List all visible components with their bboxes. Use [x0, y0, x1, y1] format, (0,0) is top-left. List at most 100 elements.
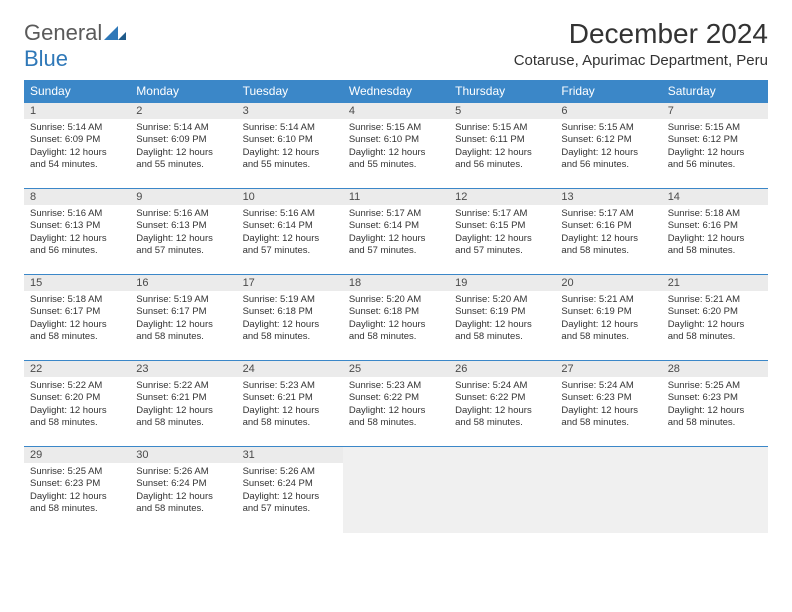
- day-number: 30: [130, 447, 236, 463]
- day-details: Sunrise: 5:17 AMSunset: 6:15 PMDaylight:…: [449, 205, 555, 261]
- sunrise-line: Sunrise: 5:23 AM: [349, 380, 443, 392]
- calendar-empty-cell: [449, 447, 555, 533]
- sunrise-line: Sunrise: 5:18 AM: [30, 294, 124, 306]
- sunset-line: Sunset: 6:12 PM: [561, 134, 655, 146]
- weekday-header: Saturday: [662, 80, 768, 103]
- sunrise-line: Sunrise: 5:25 AM: [30, 466, 124, 478]
- day-details: Sunrise: 5:17 AMSunset: 6:14 PMDaylight:…: [343, 205, 449, 261]
- day-number: 6: [555, 103, 661, 119]
- logo-text: General Blue: [24, 20, 126, 72]
- sunset-line: Sunset: 6:19 PM: [455, 306, 549, 318]
- sunrise-line: Sunrise: 5:15 AM: [561, 122, 655, 134]
- weekday-header: Friday: [555, 80, 661, 103]
- sunset-line: Sunset: 6:13 PM: [30, 220, 124, 232]
- sunrise-line: Sunrise: 5:23 AM: [243, 380, 337, 392]
- calendar-week-row: 8Sunrise: 5:16 AMSunset: 6:13 PMDaylight…: [24, 189, 768, 275]
- daylight-line: Daylight: 12 hours and 58 minutes.: [668, 233, 762, 258]
- logo-word1: General: [24, 20, 102, 45]
- calendar-day-cell: 7Sunrise: 5:15 AMSunset: 6:12 PMDaylight…: [662, 103, 768, 189]
- sunrise-line: Sunrise: 5:24 AM: [561, 380, 655, 392]
- day-details: Sunrise: 5:22 AMSunset: 6:21 PMDaylight:…: [130, 377, 236, 433]
- day-details: Sunrise: 5:16 AMSunset: 6:14 PMDaylight:…: [237, 205, 343, 261]
- sunset-line: Sunset: 6:17 PM: [30, 306, 124, 318]
- daylight-line: Daylight: 12 hours and 58 minutes.: [349, 319, 443, 344]
- day-number: 18: [343, 275, 449, 291]
- daylight-line: Daylight: 12 hours and 58 minutes.: [561, 319, 655, 344]
- sunset-line: Sunset: 6:22 PM: [349, 392, 443, 404]
- day-number: 17: [237, 275, 343, 291]
- day-number: 15: [24, 275, 130, 291]
- day-details: Sunrise: 5:19 AMSunset: 6:17 PMDaylight:…: [130, 291, 236, 347]
- sunrise-line: Sunrise: 5:15 AM: [668, 122, 762, 134]
- calendar-day-cell: 19Sunrise: 5:20 AMSunset: 6:19 PMDayligh…: [449, 275, 555, 361]
- calendar-day-cell: 3Sunrise: 5:14 AMSunset: 6:10 PMDaylight…: [237, 103, 343, 189]
- calendar-day-cell: 12Sunrise: 5:17 AMSunset: 6:15 PMDayligh…: [449, 189, 555, 275]
- day-details: Sunrise: 5:21 AMSunset: 6:19 PMDaylight:…: [555, 291, 661, 347]
- page-title: December 2024: [514, 18, 768, 50]
- daylight-line: Daylight: 12 hours and 58 minutes.: [30, 405, 124, 430]
- sunrise-line: Sunrise: 5:22 AM: [30, 380, 124, 392]
- sunrise-line: Sunrise: 5:24 AM: [455, 380, 549, 392]
- sunset-line: Sunset: 6:18 PM: [243, 306, 337, 318]
- daylight-line: Daylight: 12 hours and 54 minutes.: [30, 147, 124, 172]
- calendar-day-cell: 28Sunrise: 5:25 AMSunset: 6:23 PMDayligh…: [662, 361, 768, 447]
- daylight-line: Daylight: 12 hours and 58 minutes.: [136, 405, 230, 430]
- sunset-line: Sunset: 6:16 PM: [668, 220, 762, 232]
- day-details: Sunrise: 5:23 AMSunset: 6:22 PMDaylight:…: [343, 377, 449, 433]
- weekday-header: Thursday: [449, 80, 555, 103]
- day-number: 13: [555, 189, 661, 205]
- calendar-day-cell: 9Sunrise: 5:16 AMSunset: 6:13 PMDaylight…: [130, 189, 236, 275]
- sunset-line: Sunset: 6:21 PM: [136, 392, 230, 404]
- daylight-line: Daylight: 12 hours and 58 minutes.: [30, 491, 124, 516]
- sunset-line: Sunset: 6:24 PM: [243, 478, 337, 490]
- sunrise-line: Sunrise: 5:25 AM: [668, 380, 762, 392]
- daylight-line: Daylight: 12 hours and 58 minutes.: [243, 319, 337, 344]
- sunrise-line: Sunrise: 5:26 AM: [136, 466, 230, 478]
- day-number: 12: [449, 189, 555, 205]
- daylight-line: Daylight: 12 hours and 55 minutes.: [349, 147, 443, 172]
- day-number: 1: [24, 103, 130, 119]
- sunset-line: Sunset: 6:10 PM: [243, 134, 337, 146]
- day-details: Sunrise: 5:25 AMSunset: 6:23 PMDaylight:…: [662, 377, 768, 433]
- day-details: Sunrise: 5:20 AMSunset: 6:18 PMDaylight:…: [343, 291, 449, 347]
- calendar-day-cell: 24Sunrise: 5:23 AMSunset: 6:21 PMDayligh…: [237, 361, 343, 447]
- daylight-line: Daylight: 12 hours and 58 minutes.: [455, 405, 549, 430]
- calendar-day-cell: 2Sunrise: 5:14 AMSunset: 6:09 PMDaylight…: [130, 103, 236, 189]
- sunset-line: Sunset: 6:09 PM: [136, 134, 230, 146]
- day-number: 5: [449, 103, 555, 119]
- day-number: 24: [237, 361, 343, 377]
- title-block: December 2024 Cotaruse, Apurimac Departm…: [514, 18, 768, 69]
- sunset-line: Sunset: 6:11 PM: [455, 134, 549, 146]
- day-details: Sunrise: 5:15 AMSunset: 6:12 PMDaylight:…: [662, 119, 768, 175]
- day-number: 3: [237, 103, 343, 119]
- day-number: 14: [662, 189, 768, 205]
- day-number: 16: [130, 275, 236, 291]
- calendar-day-cell: 29Sunrise: 5:25 AMSunset: 6:23 PMDayligh…: [24, 447, 130, 533]
- day-number: 11: [343, 189, 449, 205]
- sunset-line: Sunset: 6:13 PM: [136, 220, 230, 232]
- sunset-line: Sunset: 6:09 PM: [30, 134, 124, 146]
- day-number: 31: [237, 447, 343, 463]
- calendar-day-cell: 27Sunrise: 5:24 AMSunset: 6:23 PMDayligh…: [555, 361, 661, 447]
- sunset-line: Sunset: 6:15 PM: [455, 220, 549, 232]
- calendar-day-cell: 17Sunrise: 5:19 AMSunset: 6:18 PMDayligh…: [237, 275, 343, 361]
- day-number: 10: [237, 189, 343, 205]
- sunrise-line: Sunrise: 5:20 AM: [455, 294, 549, 306]
- sunset-line: Sunset: 6:16 PM: [561, 220, 655, 232]
- day-details: Sunrise: 5:17 AMSunset: 6:16 PMDaylight:…: [555, 205, 661, 261]
- sunset-line: Sunset: 6:21 PM: [243, 392, 337, 404]
- daylight-line: Daylight: 12 hours and 56 minutes.: [455, 147, 549, 172]
- day-number: 7: [662, 103, 768, 119]
- calendar-day-cell: 8Sunrise: 5:16 AMSunset: 6:13 PMDaylight…: [24, 189, 130, 275]
- sunrise-line: Sunrise: 5:15 AM: [455, 122, 549, 134]
- daylight-line: Daylight: 12 hours and 55 minutes.: [136, 147, 230, 172]
- day-number: 23: [130, 361, 236, 377]
- calendar-day-cell: 31Sunrise: 5:26 AMSunset: 6:24 PMDayligh…: [237, 447, 343, 533]
- daylight-line: Daylight: 12 hours and 57 minutes.: [243, 233, 337, 258]
- day-details: Sunrise: 5:22 AMSunset: 6:20 PMDaylight:…: [24, 377, 130, 433]
- sunset-line: Sunset: 6:23 PM: [30, 478, 124, 490]
- daylight-line: Daylight: 12 hours and 58 minutes.: [561, 405, 655, 430]
- calendar-day-cell: 13Sunrise: 5:17 AMSunset: 6:16 PMDayligh…: [555, 189, 661, 275]
- calendar-day-cell: 1Sunrise: 5:14 AMSunset: 6:09 PMDaylight…: [24, 103, 130, 189]
- sunrise-line: Sunrise: 5:16 AM: [30, 208, 124, 220]
